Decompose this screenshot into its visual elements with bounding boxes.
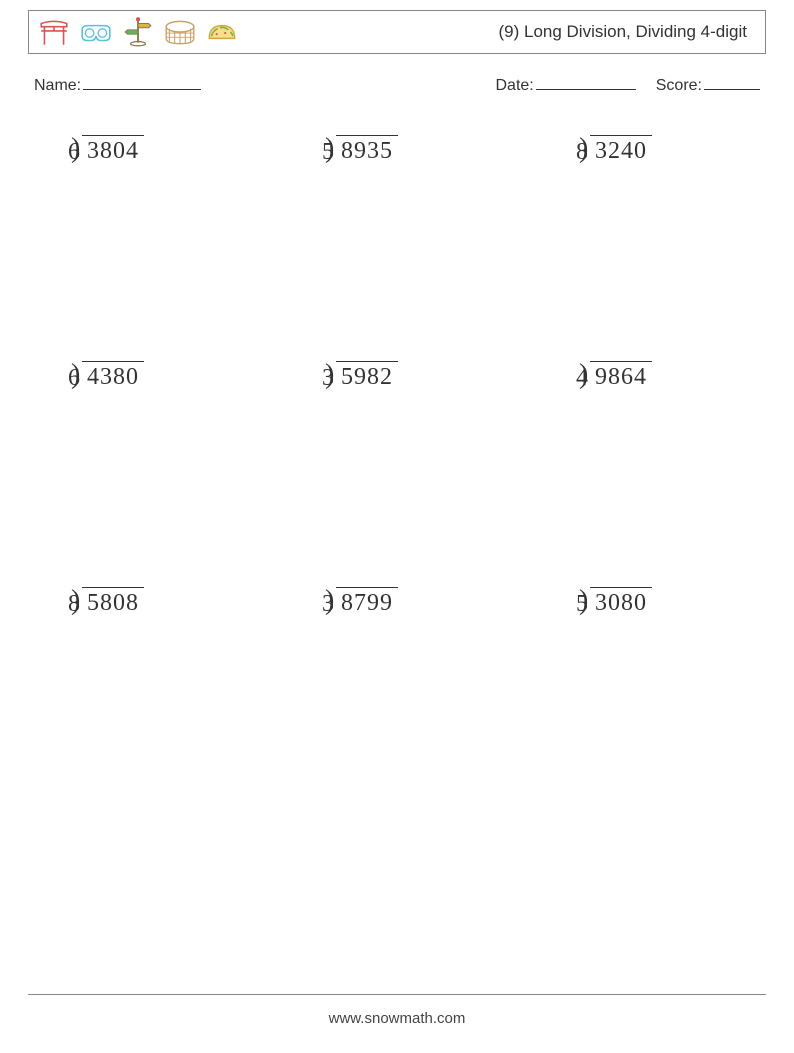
division-problem: 5 )8935 bbox=[322, 135, 472, 166]
division-problem: 5 )3080 bbox=[576, 587, 726, 618]
dividend: 3804 bbox=[82, 135, 144, 165]
date-label: Date: bbox=[496, 77, 534, 95]
problem-row: 8 )5808 3 )8799 5 )3080 bbox=[68, 587, 726, 618]
division-problem: 6 )4380 bbox=[68, 361, 218, 392]
name-label: Name: bbox=[34, 77, 81, 95]
header-icons bbox=[37, 15, 239, 49]
problems-grid: 6 )3804 5 )8935 8 )3240 6 )4380 3 )5982 bbox=[28, 135, 766, 618]
division-bracket: ) bbox=[579, 133, 588, 165]
division-bracket: ) bbox=[579, 585, 588, 617]
signpost-icon bbox=[121, 15, 155, 49]
division-problem: 8 )3240 bbox=[576, 135, 726, 166]
taco-icon bbox=[205, 15, 239, 49]
date-blank bbox=[536, 72, 636, 90]
torii-gate-icon bbox=[37, 15, 71, 49]
dividend: 4380 bbox=[82, 361, 144, 391]
dividend: 5808 bbox=[82, 587, 144, 617]
division-problem: 3 )8799 bbox=[322, 587, 472, 618]
score-blank bbox=[704, 72, 760, 90]
dividend: 8935 bbox=[336, 135, 398, 165]
division-bracket: ) bbox=[71, 359, 80, 391]
problem-row: 6 )3804 5 )8935 8 )3240 bbox=[68, 135, 726, 166]
name-field: Name: bbox=[34, 72, 201, 95]
division-bracket: ) bbox=[71, 133, 80, 165]
date-field: Date: bbox=[496, 72, 636, 95]
meta-row: Name: Date: Score: bbox=[28, 72, 766, 95]
division-problem: 6 )3804 bbox=[68, 135, 218, 166]
dividend: 9864 bbox=[590, 361, 652, 391]
goggles-icon bbox=[79, 15, 113, 49]
problem-row: 6 )4380 3 )5982 4 )9864 bbox=[68, 361, 726, 392]
header-box: (9) Long Division, Dividing 4-digit bbox=[28, 10, 766, 54]
footer-divider bbox=[28, 994, 766, 995]
dividend: 5982 bbox=[336, 361, 398, 391]
colosseum-icon bbox=[163, 15, 197, 49]
division-problem: 3 )5982 bbox=[322, 361, 472, 392]
division-bracket: ) bbox=[71, 585, 80, 617]
division-problem: 4 )9864 bbox=[576, 361, 726, 392]
division-bracket: ) bbox=[325, 133, 334, 165]
dividend: 8799 bbox=[336, 587, 398, 617]
footer-url: www.snowmath.com bbox=[0, 1010, 794, 1027]
score-label: Score: bbox=[656, 77, 702, 95]
worksheet-title: (9) Long Division, Dividing 4-digit bbox=[498, 22, 747, 42]
score-field: Score: bbox=[656, 72, 760, 95]
name-blank bbox=[83, 72, 201, 90]
division-problem: 8 )5808 bbox=[68, 587, 218, 618]
dividend: 3080 bbox=[590, 587, 652, 617]
division-bracket: ) bbox=[325, 585, 334, 617]
division-bracket: ) bbox=[579, 359, 588, 391]
division-bracket: ) bbox=[325, 359, 334, 391]
dividend: 3240 bbox=[590, 135, 652, 165]
